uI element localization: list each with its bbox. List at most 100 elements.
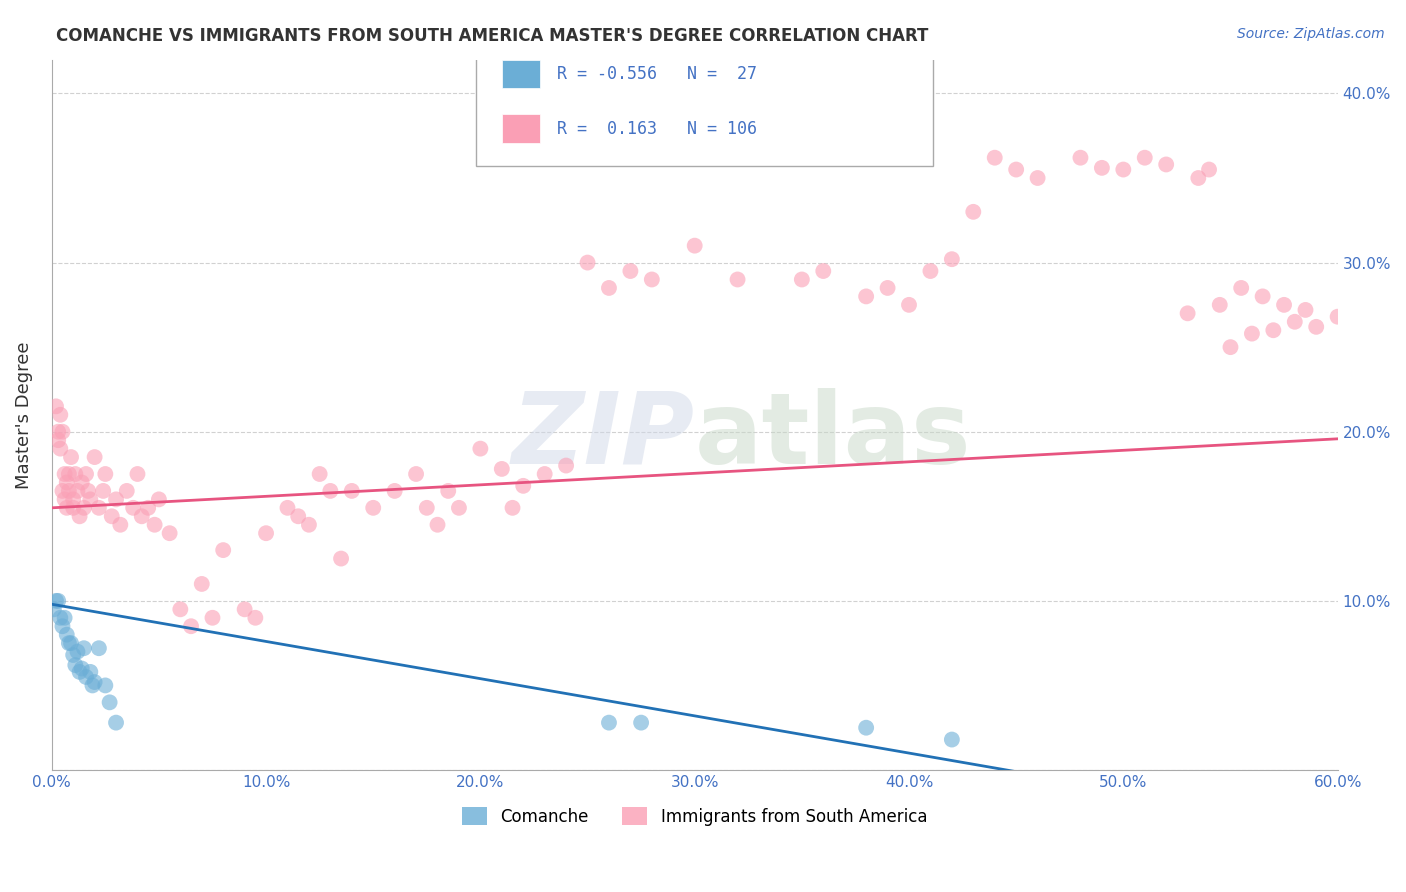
Point xyxy=(60,636,83,650)
Point xyxy=(586,61,609,75)
Point xyxy=(51,619,73,633)
Point xyxy=(276,500,298,515)
Point xyxy=(83,450,105,464)
Point xyxy=(876,281,898,295)
Point xyxy=(1251,289,1274,303)
Point xyxy=(426,517,449,532)
Point xyxy=(69,509,91,524)
Point xyxy=(340,483,363,498)
Point xyxy=(143,517,166,532)
Point xyxy=(55,475,77,490)
Point xyxy=(308,467,330,481)
Point xyxy=(46,594,69,608)
Point xyxy=(855,289,877,303)
Point xyxy=(60,450,83,464)
Point xyxy=(630,715,652,730)
Point xyxy=(1295,302,1317,317)
Point xyxy=(598,281,620,295)
Point xyxy=(77,483,100,498)
Point xyxy=(1026,171,1049,186)
Point xyxy=(1272,298,1295,312)
Point xyxy=(94,678,117,692)
Point xyxy=(62,492,84,507)
Point xyxy=(169,602,191,616)
Point xyxy=(1230,281,1253,295)
Point xyxy=(62,500,84,515)
Point xyxy=(704,112,727,126)
Point xyxy=(180,619,202,633)
Point xyxy=(941,732,963,747)
Point xyxy=(491,462,513,476)
Point xyxy=(127,467,149,481)
Point xyxy=(962,204,984,219)
Point xyxy=(191,577,214,591)
Point xyxy=(555,458,578,473)
Point xyxy=(66,644,89,658)
Point xyxy=(983,151,1005,165)
Point xyxy=(898,298,921,312)
Point xyxy=(45,400,67,414)
Point xyxy=(416,500,439,515)
Point xyxy=(233,602,256,616)
Point xyxy=(298,517,321,532)
Point xyxy=(447,500,470,515)
FancyBboxPatch shape xyxy=(477,45,932,166)
FancyBboxPatch shape xyxy=(502,114,540,143)
Point xyxy=(384,483,406,498)
Point xyxy=(58,467,80,481)
Point xyxy=(79,665,101,679)
Point xyxy=(49,442,72,456)
Point xyxy=(1240,326,1263,341)
Point xyxy=(136,500,159,515)
Point xyxy=(1177,306,1199,320)
Point xyxy=(254,526,277,541)
Point xyxy=(73,500,96,515)
Point xyxy=(813,264,835,278)
Point xyxy=(94,467,117,481)
Point xyxy=(65,658,87,673)
Point xyxy=(73,641,96,656)
Text: Source: ZipAtlas.com: Source: ZipAtlas.com xyxy=(1237,27,1385,41)
Point xyxy=(470,442,492,456)
Point xyxy=(641,272,664,286)
Point xyxy=(58,483,80,498)
Point xyxy=(53,611,76,625)
Point xyxy=(115,483,138,498)
Point xyxy=(105,715,128,730)
Point xyxy=(920,264,942,278)
Point xyxy=(245,611,267,625)
Point xyxy=(201,611,224,625)
Point xyxy=(855,721,877,735)
Point xyxy=(91,483,114,498)
Point xyxy=(1219,340,1241,354)
Point xyxy=(533,467,555,481)
Text: COMANCHE VS IMMIGRANTS FROM SOUTH AMERICA MASTER'S DEGREE CORRELATION CHART: COMANCHE VS IMMIGRANTS FROM SOUTH AMERIC… xyxy=(56,27,928,45)
Point xyxy=(51,425,73,439)
Point xyxy=(110,517,132,532)
Point xyxy=(1091,161,1114,175)
Point xyxy=(941,252,963,267)
Point xyxy=(58,636,80,650)
Point xyxy=(55,628,77,642)
Point xyxy=(51,483,73,498)
Point xyxy=(83,675,105,690)
Point xyxy=(75,467,97,481)
Point xyxy=(1263,323,1285,337)
Point xyxy=(49,611,72,625)
Text: R = -0.556   N =  27: R = -0.556 N = 27 xyxy=(557,65,756,83)
Point xyxy=(82,678,104,692)
Point xyxy=(159,526,181,541)
Point xyxy=(1112,162,1135,177)
Point xyxy=(1154,157,1177,171)
Point xyxy=(1133,151,1156,165)
Point xyxy=(361,500,384,515)
Point xyxy=(287,509,309,524)
Text: ZIP: ZIP xyxy=(512,388,695,484)
Point xyxy=(53,492,76,507)
Point xyxy=(87,641,110,656)
Point xyxy=(598,715,620,730)
Point xyxy=(330,551,353,566)
Point xyxy=(79,492,101,507)
Point xyxy=(65,467,87,481)
Point xyxy=(1187,171,1209,186)
